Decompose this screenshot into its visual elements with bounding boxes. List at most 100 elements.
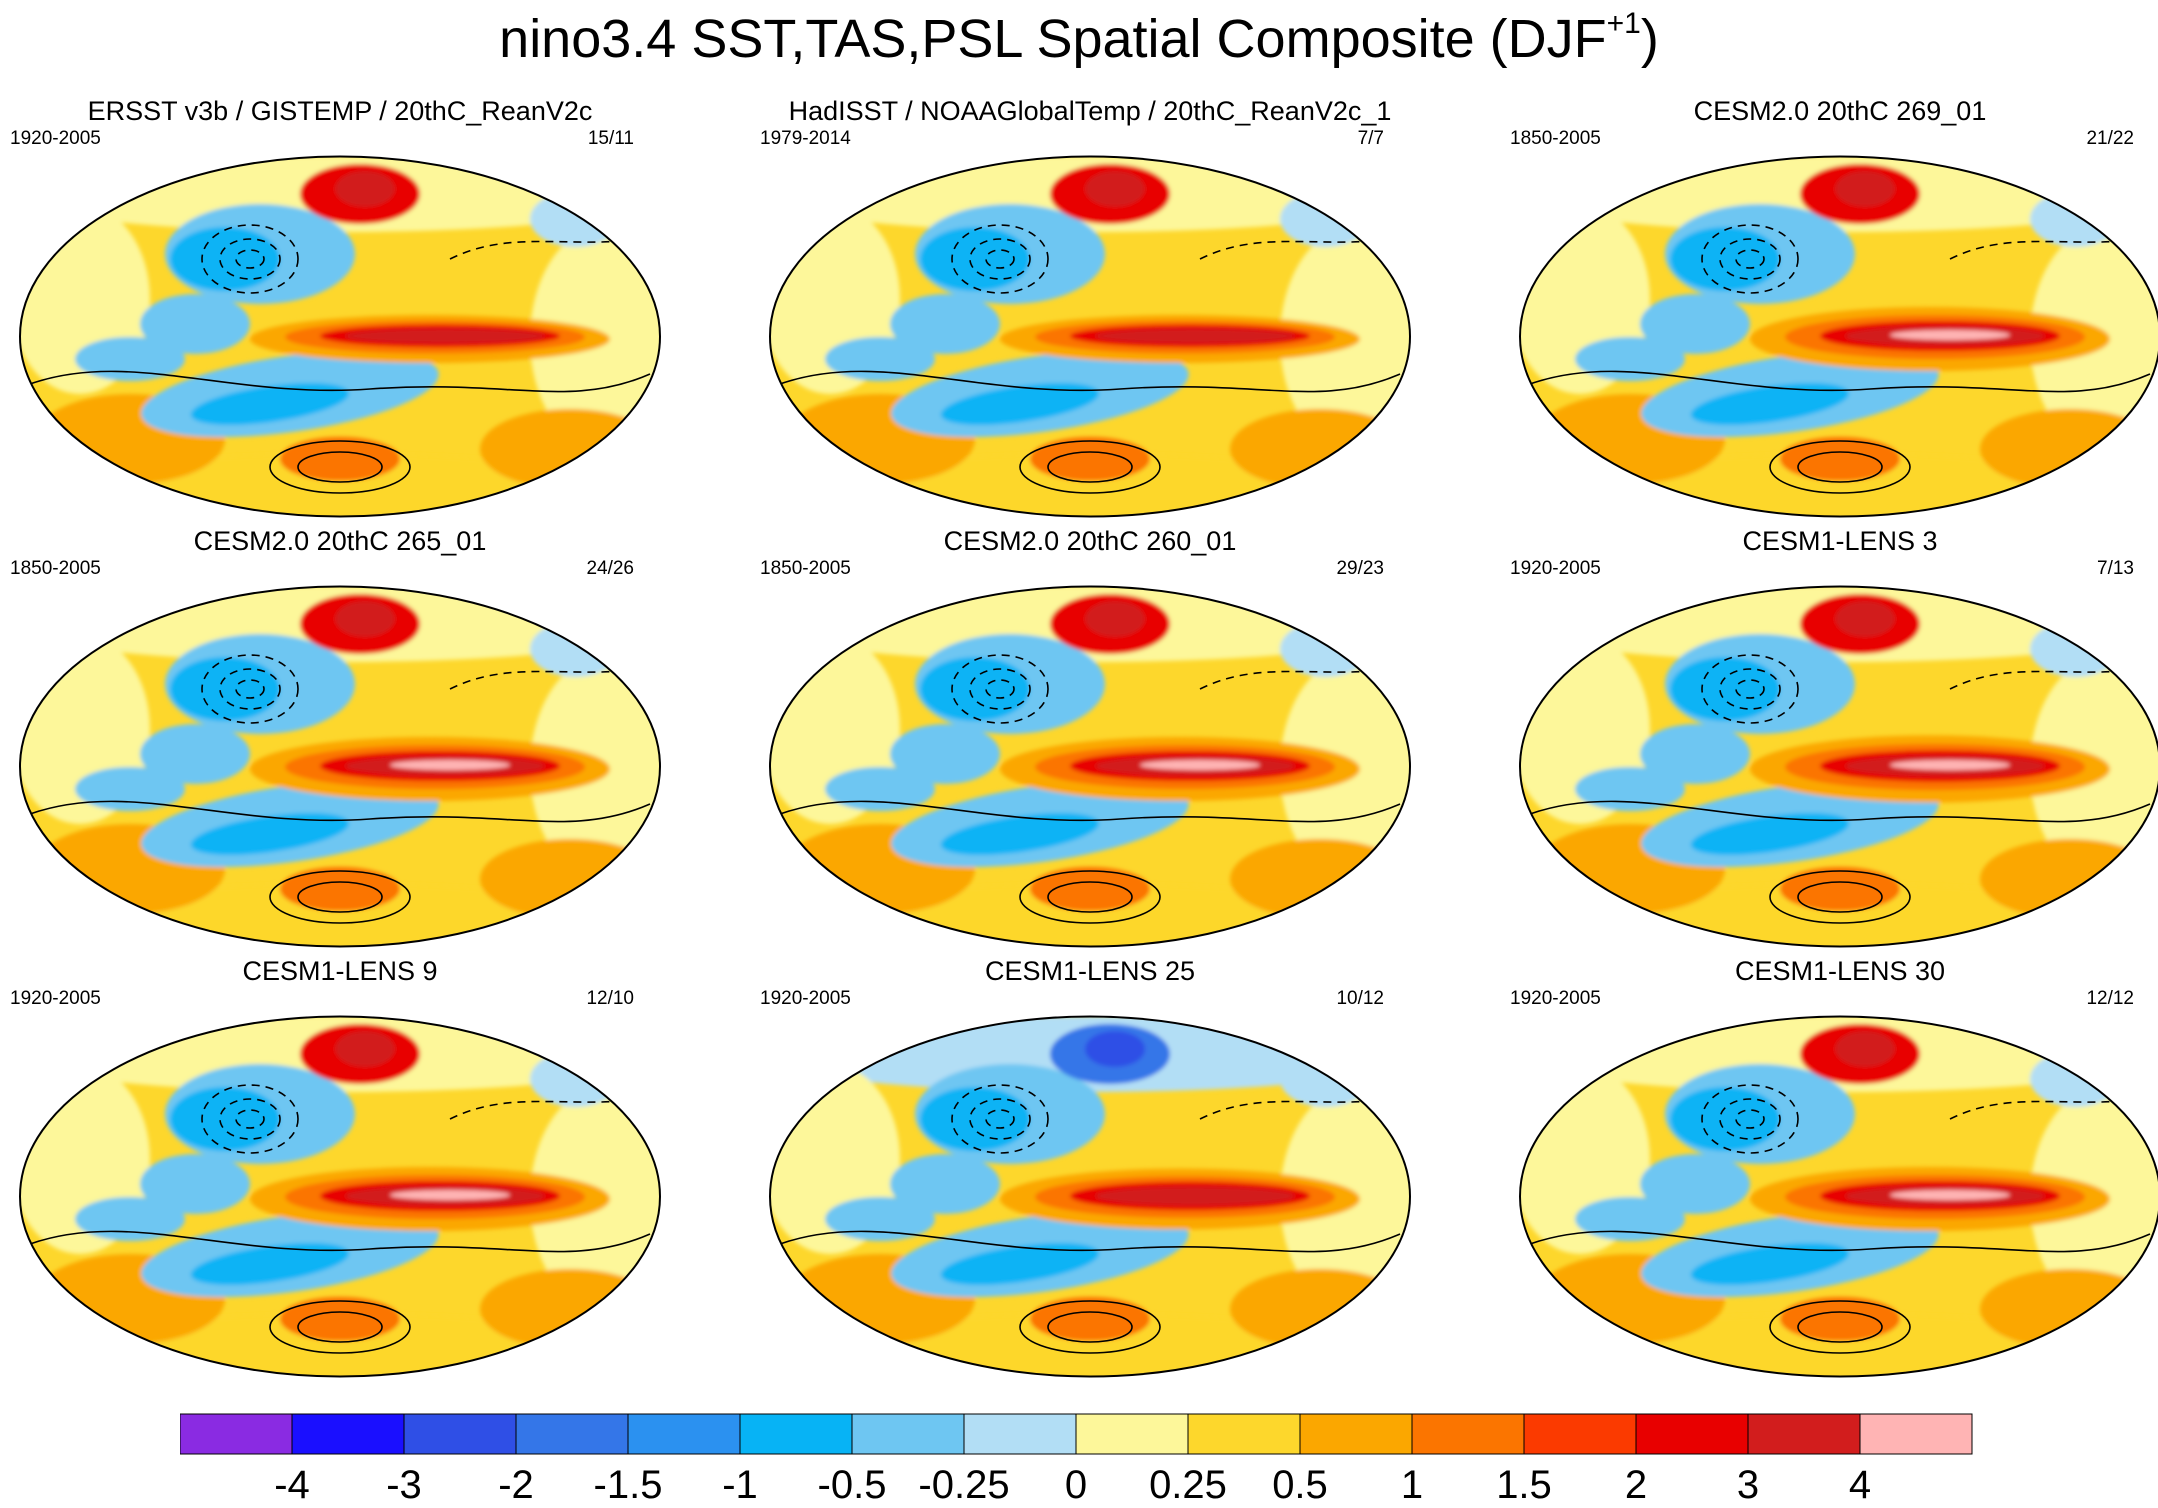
south-pacific-cold-band [190,382,350,426]
map-outline [19,1015,661,1378]
psl-high-contour [1047,1311,1133,1343]
north-america-core [1835,1031,1895,1067]
nino-tongue-peak [390,1190,510,1200]
colorbar-swatch [1411,1413,1525,1455]
psl-high-contour [297,451,383,483]
map-svg [1519,585,2158,948]
colorbar-tick-label: 1 [1400,1463,1424,1507]
colorbar-tick-label: -3 [386,1463,422,1507]
maritime-continent-cool [140,294,250,354]
psl-low-contour [1701,654,1799,724]
colorbar-swatch [1187,1413,1301,1455]
north-america-core [1085,601,1145,637]
nino-tongue-peak [1140,760,1260,770]
south-atlantic-anomaly [480,409,660,489]
north-pacific-cold-core [1670,1087,1780,1151]
psl-low-contour [951,1084,1049,1154]
indian-ocean-cool [75,767,185,811]
psl-zero-contour [29,800,651,823]
psl-low-contour [201,654,299,724]
eurasia-cool [2030,191,2120,247]
map-panel: CESM2.0 20thC 269_01 1850-2005 21/22 [1500,95,2158,530]
colorbar-tick-label: 0.25 [1149,1463,1227,1507]
psl-low-contour [969,668,1031,710]
south-pacific-cold-band [1690,812,1850,856]
north-pacific-cold-core [170,1087,280,1151]
panel-years: 1920-2005 [10,988,101,1009]
panel-years: 1920-2005 [1510,988,1601,1009]
eurasia-cool [1280,191,1370,247]
panel-title: CESM1-LENS 30 [1734,956,1946,986]
southern-ocean-warm [1780,1297,1900,1341]
eurasia-cold-spot [20,214,65,254]
psl-contours [29,1084,651,1354]
map-svg [19,1015,661,1378]
chart-title-suffix: ) [1640,9,1659,69]
panel-title: HadISST / NOAAGlobalTemp / 20thC_ReanV2c… [788,96,1392,126]
south-pacific-cold-band [940,382,1100,426]
psl-low-contour [951,224,1049,294]
colorbar-swatch [403,1413,517,1455]
psl-zero-contour [779,1230,1401,1253]
maritime-continent-cool [1640,724,1750,784]
map-outline [769,1015,1411,1378]
north-pacific-cold-core [170,227,280,291]
north-pacific-cold-core [1670,657,1780,721]
map-surface [20,586,660,947]
map-panel: CESM2.0 20thC 265_01 1850-2005 24/26 [0,525,680,960]
panel-title: CESM2.0 20thC 269_01 [1693,96,1987,126]
south-atlantic-anomaly [1980,1269,2158,1349]
map-outline [19,155,661,518]
colorbar-tick-label: 4 [1848,1463,1872,1507]
psl-low-contour [1719,1098,1781,1140]
map-outline [19,585,661,948]
colorbar-tick-label: -1.5 [593,1463,663,1507]
indian-ocean-cool [75,1197,185,1241]
map-svg [1519,1015,2158,1378]
southern-ocean-warm [280,867,400,911]
psl-contours [1529,654,2151,924]
south-atlantic-anomaly [480,839,660,919]
psl-contours [1529,1084,2151,1354]
north-pacific-cold-core [920,227,1030,291]
eurasia-cool [1280,1051,1370,1107]
south-pacific-cold-band [940,1242,1100,1286]
maritime-continent-cool [890,294,1000,354]
south-atlantic-anomaly [1230,409,1410,489]
psl-contours [779,224,1401,494]
map-surface [770,586,1410,947]
north-pacific-cold-core [170,657,280,721]
map-panel: CESM1-LENS 25 1920-2005 10/12 [750,955,1430,1390]
panel-event-count: 29/23 [1336,558,1384,579]
nino-tongue-core [1095,328,1295,344]
psl-low-contour [985,249,1015,269]
map-surface [1520,156,2158,517]
colorbar-tick-label: -4 [274,1463,310,1507]
colorbar-swatch [739,1413,853,1455]
map-svg [769,585,1411,948]
nino-tongue-peak [390,760,510,770]
panel-event-count: 12/12 [2086,988,2134,1009]
psl-low-contour [235,249,265,269]
eurasia-cold-spot [20,644,65,684]
psl-zero-contour [1529,1230,2151,1253]
psl-contours [779,654,1401,924]
nino-tongue-core [1095,1186,1295,1206]
psl-high-contour [269,870,411,924]
southern-ocean-warm [280,437,400,481]
eurasia-cold-spot [1520,1074,1565,1114]
colorbar-swatch [180,1413,293,1455]
psl-high-contour [1797,1311,1883,1343]
anomaly-shading [1520,586,2158,947]
psl-zero-contour [1529,800,2151,823]
indian-ocean-cool [825,767,935,811]
psl-zero-contour [779,370,1401,393]
panel-title: CESM1-LENS 3 [1742,526,1938,556]
map-panel: HadISST / NOAAGlobalTemp / 20thC_ReanV2c… [750,95,1430,530]
colorbar-swatch [1075,1413,1189,1455]
psl-high-contour [1047,881,1133,913]
eurasia-cool [1280,621,1370,677]
colorbar-tick-label: -1 [722,1463,758,1507]
psl-high-contour [297,881,383,913]
map-panel: CESM1-LENS 3 1920-2005 7/13 [1500,525,2158,960]
